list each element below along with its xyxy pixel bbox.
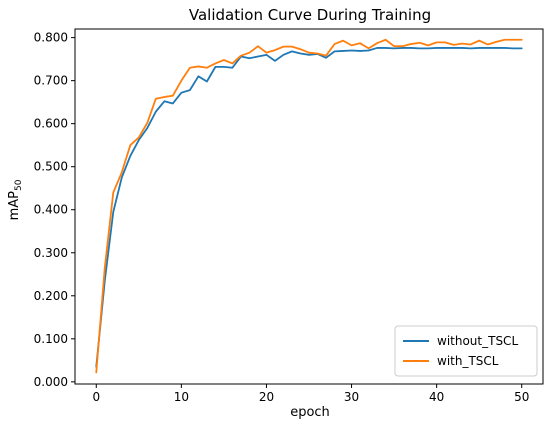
x-tick-label: 50: [514, 390, 529, 404]
y-axis-label-main: mAP: [7, 191, 22, 221]
y-axis-ticks: 0.000 0.100 0.200 0.300 0.400 0.500 0.600 0.700…: [34, 31, 75, 389]
x-tick-label: 0: [92, 390, 100, 404]
legend-box: [394, 325, 538, 377]
x-axis-ticks: 0 10 20 30 40 50: [92, 384, 529, 404]
y-tick-label: 0.200: [34, 289, 68, 303]
x-tick-label: 10: [174, 390, 189, 404]
series-line-with-tscl: [95, 38, 523, 374]
y-axis-label: mAP50: [7, 179, 24, 220]
y-axis-label-subscript: 50: [14, 179, 24, 191]
series-line-without-tscl: [95, 47, 523, 368]
y-tick-label: 0.800: [34, 31, 68, 45]
y-tick-label: 0.400: [34, 203, 68, 217]
legend-label: with_TSCL: [437, 354, 499, 368]
x-tick-label: 40: [429, 390, 444, 404]
chart-title: Validation Curve During Training: [189, 6, 431, 24]
y-tick-label: 0.700: [34, 74, 68, 88]
legend-label: without_TSCL: [437, 334, 518, 348]
y-tick-label: 0.300: [34, 246, 68, 260]
y-tick-label: 0.100: [34, 332, 68, 346]
y-tick-label: 0.500: [34, 160, 68, 174]
y-tick-label: 0.600: [34, 117, 68, 131]
x-axis-label: epoch: [290, 405, 330, 420]
plot-frame: [74, 28, 544, 385]
x-tick-label: 30: [344, 390, 359, 404]
series-lines: [95, 38, 523, 374]
y-tick-label: 0.000: [34, 375, 68, 389]
x-tick-label: 20: [259, 390, 274, 404]
legend: without_TSCL with_TSCL: [394, 325, 538, 377]
